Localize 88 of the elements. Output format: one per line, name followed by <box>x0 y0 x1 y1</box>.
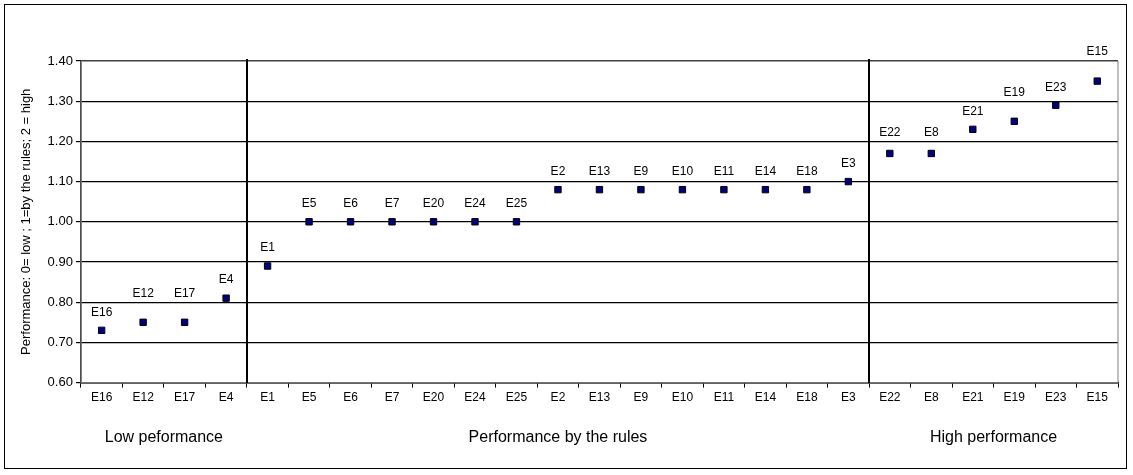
x-tick-label: E17 <box>173 390 196 405</box>
y-tick-label: 0.80 <box>47 293 73 309</box>
x-tick-label: E21 <box>962 390 984 405</box>
point <box>637 185 645 194</box>
data-label: E14 <box>754 163 777 178</box>
point <box>1093 77 1101 85</box>
point <box>803 185 811 194</box>
y-tick-label: 0.60 <box>47 374 73 390</box>
point <box>346 218 355 226</box>
data-label: E17 <box>173 285 196 300</box>
data-label: E18 <box>796 163 818 178</box>
point <box>554 185 562 194</box>
data-label: E11 <box>713 163 735 178</box>
point <box>305 218 313 226</box>
text: High performance <box>929 428 1058 446</box>
point <box>429 218 438 226</box>
x-tick-label: E23 <box>1045 390 1067 405</box>
x-tick-label: E10 <box>671 390 694 405</box>
x-tick-label: E18 <box>796 390 818 405</box>
x-tick-label: E6 <box>343 390 359 405</box>
data-label: E13 <box>588 163 611 178</box>
x-tick-label: E12 <box>132 390 155 405</box>
x-tick-label: E20 <box>422 390 445 405</box>
point <box>388 218 396 226</box>
data-label: E20 <box>422 196 445 211</box>
point <box>969 125 977 134</box>
y-tick-label: 1.20 <box>47 132 73 148</box>
x-tick-label: E13 <box>588 390 611 405</box>
x-tick-label: E5 <box>301 390 317 405</box>
point <box>139 318 147 326</box>
x-tick-label: E2 <box>550 390 566 405</box>
point <box>180 318 189 326</box>
point <box>1010 117 1018 125</box>
point <box>263 262 272 270</box>
point <box>595 185 604 194</box>
text: Low peformance <box>104 428 224 446</box>
x-tick-label: E9 <box>633 390 649 405</box>
data-label: E4 <box>218 272 234 287</box>
y-tick-label: 1.30 <box>47 92 73 108</box>
data-label: E23 <box>1045 79 1067 94</box>
point <box>471 218 479 226</box>
point <box>97 326 106 335</box>
data-label: E3 <box>841 155 857 170</box>
data-label: E6 <box>343 196 359 211</box>
data-label: E24 <box>464 196 486 211</box>
x-tick-label: E19 <box>1003 390 1026 405</box>
point <box>678 185 687 194</box>
y-tick-label: 1.10 <box>47 173 73 189</box>
y-tick-label: 0.90 <box>47 253 73 269</box>
x-tick-label: E11 <box>713 390 735 405</box>
y-tick-label: 1.40 <box>47 52 73 68</box>
data-label: E7 <box>384 196 400 211</box>
x-tick-label: E22 <box>879 390 901 405</box>
point <box>927 149 935 158</box>
x-tick-label: E8 <box>923 390 939 405</box>
text: Performance by the rules <box>468 428 648 446</box>
data-label: E12 <box>132 285 155 300</box>
data-label: E19 <box>1003 84 1026 99</box>
data-label: E2 <box>550 163 566 178</box>
point <box>1052 101 1060 109</box>
x-tick-label: E3 <box>841 390 857 405</box>
x-tick-label: E1 <box>260 390 276 405</box>
x-tick-label: E15 <box>1086 390 1109 405</box>
data-label: E25 <box>505 196 528 211</box>
data-label: E5 <box>301 196 317 211</box>
point <box>512 218 521 226</box>
point <box>761 185 770 194</box>
x-tick-label: E4 <box>218 390 234 405</box>
point <box>720 185 728 194</box>
x-tick-label: E24 <box>464 390 486 405</box>
x-tick-label: E16 <box>90 390 113 405</box>
x-tick-label: E25 <box>505 390 528 405</box>
data-label: E22 <box>879 124 901 139</box>
data-label: E9 <box>633 163 649 178</box>
y-tick-label: 1.00 <box>47 213 73 229</box>
data-label: E1 <box>260 240 276 255</box>
y-axis-title: Performance: 0= low ; 1=by the rules; 2 = high <box>18 88 34 355</box>
point <box>222 294 230 302</box>
point <box>844 177 853 186</box>
point <box>886 149 894 158</box>
data-label: E8 <box>923 124 939 139</box>
data-label: E21 <box>962 103 984 118</box>
x-tick-label: E14 <box>754 390 777 405</box>
data-label: E16 <box>90 304 113 319</box>
data-label: E15 <box>1086 44 1109 59</box>
data-label: E10 <box>671 163 694 178</box>
x-tick-label: E7 <box>384 390 400 405</box>
y-tick-label: 0.70 <box>47 333 73 349</box>
